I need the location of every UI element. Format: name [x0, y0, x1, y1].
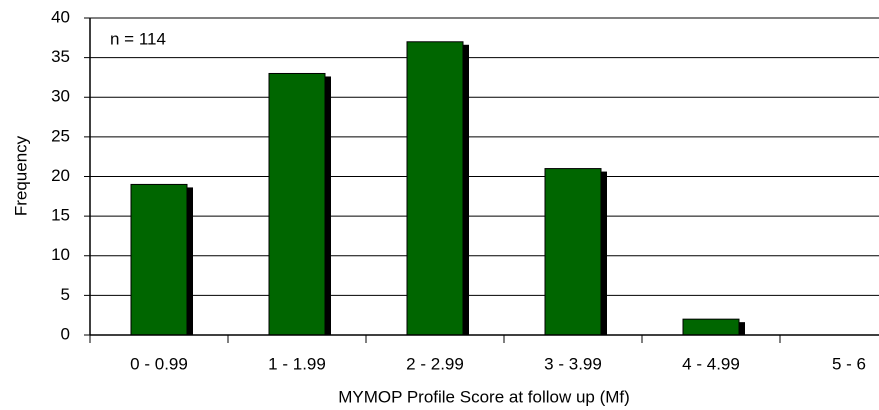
y-tick-label: 0: [61, 324, 70, 343]
y-tick-label: 25: [51, 126, 70, 145]
bar: [268, 72, 326, 336]
y-tick-label: 5: [61, 285, 70, 304]
y-axis-label: Frequency: [11, 135, 30, 216]
bar: [406, 41, 464, 336]
y-tick-label: 30: [51, 87, 70, 106]
x-axis-label: MYMOP Profile Score at follow up (Mf): [338, 387, 630, 406]
x-tick-label: 0 - 0.99: [130, 354, 188, 373]
annotation: n = 114: [110, 29, 166, 48]
x-tick-label: 4 - 4.99: [682, 354, 740, 373]
x-tick-label: 2 - 2.99: [406, 354, 464, 373]
y-tick-label: 15: [51, 206, 70, 225]
y-tick-label: 20: [51, 166, 70, 185]
x-tick-label: 1 - 1.99: [268, 354, 326, 373]
bar: [130, 183, 188, 336]
y-tick-label: 10: [51, 245, 70, 264]
x-tick-label: 5 - 6: [832, 354, 866, 373]
y-tick-label: 35: [51, 47, 70, 66]
bar: [544, 168, 602, 336]
bar: [682, 318, 740, 336]
y-tick-label: 40: [51, 7, 70, 26]
x-tick-label: 3 - 3.99: [544, 354, 602, 373]
